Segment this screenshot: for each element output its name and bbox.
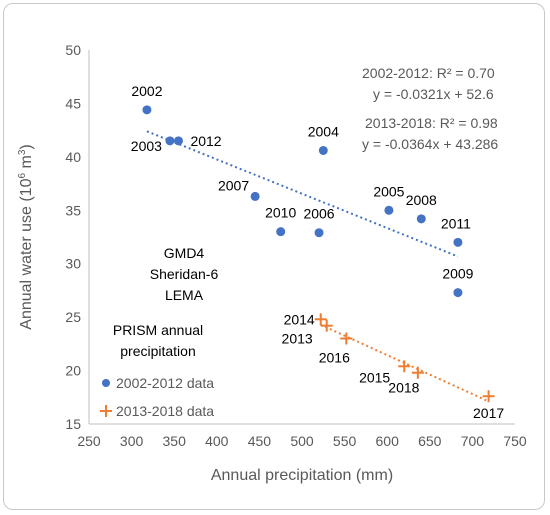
data-point-2003 [165, 136, 175, 146]
x-tick-label: 550 [333, 433, 357, 449]
data-point-2011 [453, 237, 463, 247]
x-tick-label: 600 [376, 433, 400, 449]
point-label-2015: 2015 [359, 369, 390, 385]
x-tick-label: 500 [290, 433, 314, 449]
legend-circle-marker [102, 379, 110, 387]
x-tick-label: 300 [120, 433, 144, 449]
data-point-2018 [411, 366, 424, 379]
source-note-line-1: PRISM annual [113, 322, 203, 338]
site-name-line-2: Sheridan-6 [150, 266, 219, 282]
point-label-2004: 2004 [308, 123, 339, 139]
y-tick-label: 20 [65, 363, 81, 379]
x-tick-label: 650 [418, 433, 442, 449]
data-point-2016 [340, 332, 353, 345]
y-tick-label: 15 [65, 416, 81, 432]
y-tick-label: 45 [65, 95, 81, 111]
y-tick-label: 25 [65, 309, 81, 325]
x-tick-label: 350 [163, 433, 187, 449]
legend-label-series-1: 2002-2012 data [116, 375, 214, 391]
trendline-series-1 [146, 130, 459, 258]
x-tick-label: 450 [248, 433, 272, 449]
source-note-line-2: precipitation [120, 343, 196, 359]
data-points [142, 105, 495, 403]
point-label-2006: 2006 [303, 206, 334, 222]
x-tick-label: 400 [205, 433, 229, 449]
x-tick-label: 700 [461, 433, 485, 449]
legend-label-series-2: 2013-2018 data [116, 403, 214, 419]
equation-1-formula: y = -0.0321x + 52.6 [373, 86, 494, 102]
y-tick-label: 40 [65, 149, 81, 165]
x-tick-label: 250 [77, 433, 101, 449]
data-point-2017 [482, 390, 495, 403]
y-tick-label: 35 [65, 202, 81, 218]
y-tick-label: 50 [65, 42, 81, 58]
point-label-2016: 2016 [319, 350, 350, 366]
data-point-2014 [314, 313, 327, 326]
data-point-2015 [398, 360, 411, 373]
equation-2-r2: 2013-2018: R² = 0.98 [365, 115, 498, 131]
tick-labels: 250 300 350 400 450 500 550 600 650 700 750 15 20 25 3… [65, 42, 526, 449]
point-label-2014: 2014 [284, 311, 315, 327]
legend-plus-marker [100, 405, 112, 417]
point-label-2013: 2013 [282, 331, 313, 347]
chart-frame [3, 3, 545, 510]
point-label-2008: 2008 [406, 192, 437, 208]
point-label-2017: 2017 [473, 405, 504, 421]
data-point-2005 [384, 205, 394, 215]
data-point-2013 [320, 319, 333, 332]
point-label-2007: 2007 [218, 177, 249, 193]
point-labels: 2002 2003 2012 2007 2010 2004 2006 200520082011… [131, 83, 505, 421]
point-label-2002: 2002 [131, 83, 162, 99]
data-point-2004 [318, 145, 328, 155]
equation-1-r2: 2002-2012: R² = 0.70 [362, 65, 495, 81]
point-label-2010: 2010 [265, 205, 296, 221]
data-point-2009 [453, 288, 463, 298]
point-label-2012: 2012 [190, 133, 221, 149]
legend: 2002-2012 data 2013-2018 data [100, 375, 214, 419]
axes [88, 50, 515, 425]
site-name-line-1: GMD4 [164, 245, 205, 261]
point-label-2009: 2009 [442, 266, 473, 282]
equation-2-formula: y = -0.0364x + 43.286 [362, 136, 498, 152]
y-tick-label: 30 [65, 256, 81, 272]
point-label-2003: 2003 [131, 138, 162, 154]
data-point-2007 [250, 191, 260, 201]
x-tick-label: 750 [503, 433, 527, 449]
point-label-2018: 2018 [388, 380, 419, 396]
data-point-2008 [416, 214, 426, 224]
site-name-line-3: LEMA [165, 287, 204, 303]
data-point-2006 [314, 228, 324, 238]
point-label-2005: 2005 [373, 183, 404, 199]
data-point-2002 [142, 105, 152, 115]
y-axis-title: Annual water use (106 m3) [17, 144, 35, 329]
x-axis-title: Annual precipitation (mm) [211, 467, 393, 484]
data-point-2010 [276, 227, 286, 237]
point-label-2011: 2011 [441, 215, 471, 231]
data-point-2012 [173, 136, 183, 146]
